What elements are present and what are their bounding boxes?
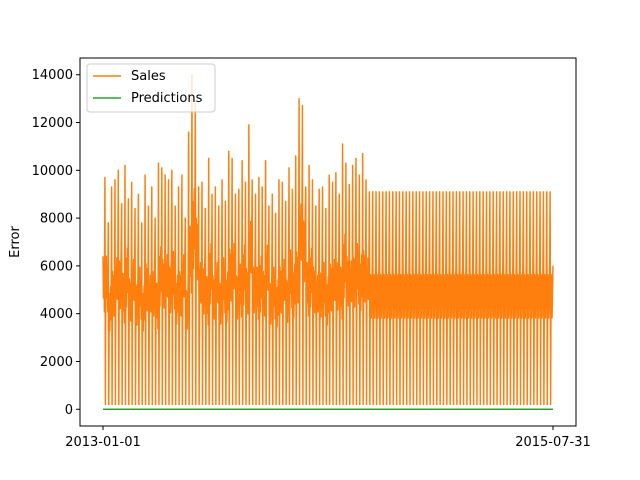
x-tick-label: 2015-07-31: [515, 435, 591, 450]
x-axis-ticks: 2013-01-01 2015-07-31: [65, 426, 591, 450]
legend-sales-label: Sales: [131, 69, 166, 84]
axes-frame: [79, 57, 577, 427]
y-tick-label: 12000: [32, 116, 73, 131]
y-tick-label: 10000: [32, 164, 73, 179]
series-sales-line: [102, 73, 554, 406]
y-tick-label: 6000: [40, 259, 73, 274]
legend-predictions-label: Predictions: [131, 91, 203, 106]
y-axis-label: Error: [8, 226, 23, 258]
series-layer: [102, 73, 554, 411]
y-tick-label: 0: [65, 403, 73, 418]
y-axis-ticks: 0 2000 4000 6000 8000 10000 12000 14000: [32, 68, 80, 418]
y-tick-label: 2000: [40, 355, 73, 370]
legend: Sales Predictions: [86, 63, 216, 113]
y-tick-label: 8000: [40, 212, 73, 227]
y-tick-label: 4000: [40, 307, 73, 322]
plot-area: [79, 57, 577, 427]
y-tick-label: 14000: [32, 68, 73, 83]
x-tick-label: 2013-01-01: [65, 435, 141, 450]
